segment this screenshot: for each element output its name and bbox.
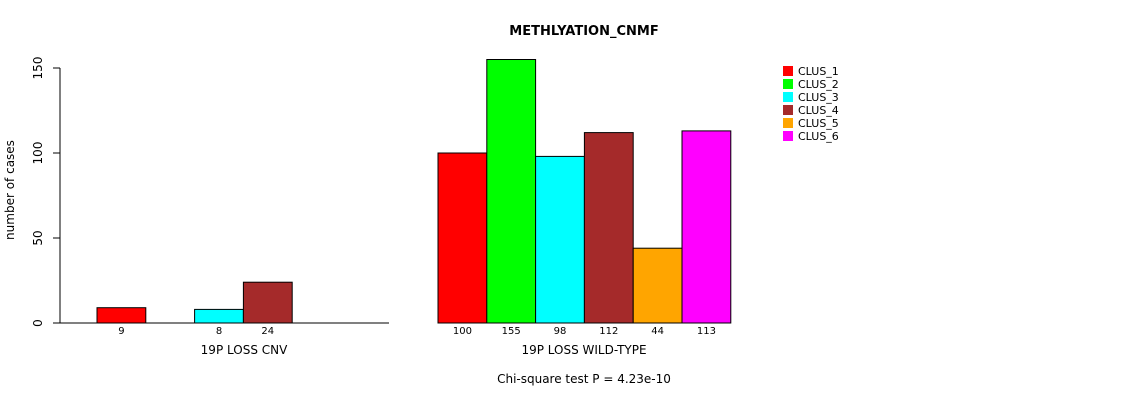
- legend-item: CLUS_2: [783, 78, 839, 91]
- legend-item: CLUS_4: [783, 104, 839, 117]
- legend-swatch: [783, 92, 793, 102]
- legend-item: CLUS_5: [783, 117, 839, 130]
- y-tick-label: 0: [31, 319, 45, 327]
- bar-value-label: 112: [599, 326, 618, 337]
- legend-item: CLUS_3: [783, 91, 839, 104]
- legend-swatch: [783, 66, 793, 76]
- chart-title: METHLYATION_CNMF: [509, 24, 658, 39]
- legend-label: CLUS_1: [798, 65, 839, 78]
- group-label: 19P LOSS CNV: [201, 343, 288, 357]
- bar: [194, 308, 244, 324]
- bar-value-label: 155: [502, 326, 521, 337]
- bar-value-label: 8: [216, 326, 222, 337]
- bar-value-label: 9: [118, 326, 124, 337]
- legend-label: CLUS_3: [798, 91, 839, 104]
- legend-swatch: [783, 131, 793, 141]
- legend-label: CLUS_4: [798, 104, 839, 117]
- y-axis-label: number of cases: [3, 140, 17, 240]
- bar: [583, 132, 634, 324]
- bar-value-label: 24: [261, 326, 274, 337]
- bar: [437, 152, 488, 324]
- bar-value-label: 113: [697, 326, 716, 337]
- y-axis: 0 50 100 150: [31, 57, 61, 327]
- chi-square-footnote: Chi-square test P = 4.23e-10: [497, 372, 671, 386]
- bar: [681, 130, 732, 324]
- bar: [242, 281, 293, 324]
- bar-value-label: 98: [554, 326, 567, 337]
- bar-value-label: 100: [453, 326, 472, 337]
- legend-item: CLUS_1: [783, 65, 839, 78]
- bar-group: 9 8 24 19P LOSS CNV: [60, 281, 389, 357]
- legend-label: CLUS_6: [798, 130, 839, 143]
- legend-swatch: [783, 105, 793, 115]
- bar: [486, 59, 537, 324]
- group-label: 19P LOSS WILD-TYPE: [521, 343, 646, 357]
- bar: [535, 155, 585, 324]
- y-tick-label: 50: [31, 230, 45, 245]
- legend-swatch: [783, 118, 793, 128]
- legend-label: CLUS_2: [798, 78, 839, 91]
- y-tick-label: 100: [31, 142, 45, 165]
- bar: [96, 307, 147, 324]
- bar: [632, 247, 683, 324]
- legend-item: CLUS_6: [783, 130, 839, 143]
- legend-swatch: [783, 79, 793, 89]
- bar-value-label: 44: [651, 326, 664, 337]
- y-tick-label: 150: [31, 57, 45, 80]
- bar-group: 100 155 98 112 44 113 19P LOSS WILD-TYPE: [437, 59, 732, 357]
- legend-label: CLUS_5: [798, 117, 839, 130]
